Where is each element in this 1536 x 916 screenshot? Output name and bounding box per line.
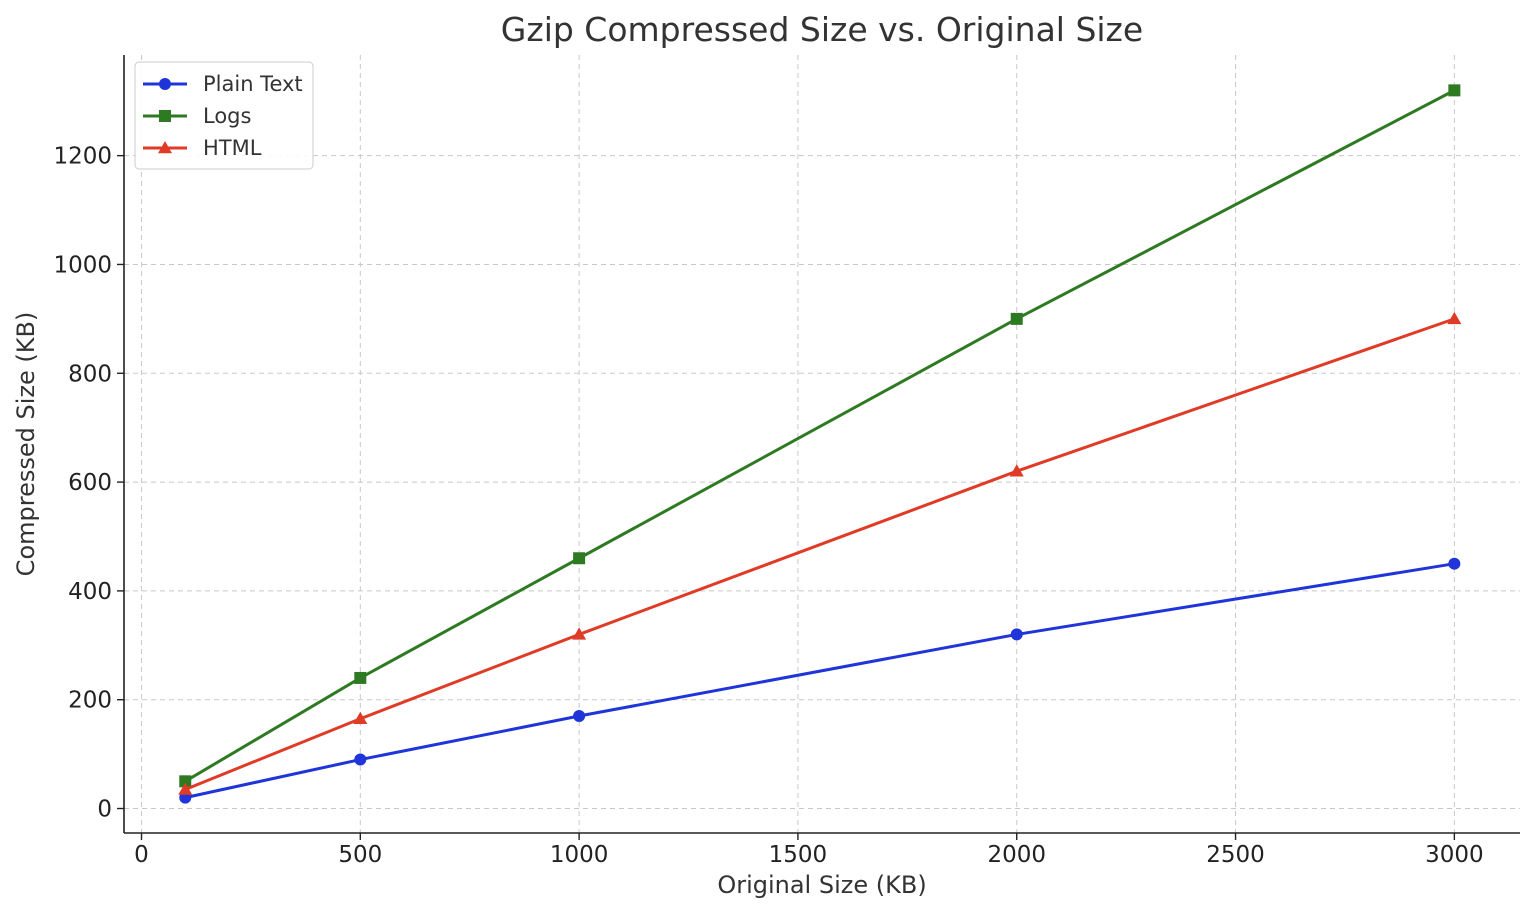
- x-tick-label-3: 1500: [769, 842, 828, 868]
- data-point-plain-text-2: [573, 710, 586, 723]
- legend-label-plain-text: Plain Text: [203, 72, 303, 96]
- x-tick-label-4: 2000: [987, 842, 1046, 868]
- y-tick-label-2: 400: [68, 579, 112, 605]
- data-point-html-0: [178, 782, 193, 795]
- chart-title: Gzip Compressed Size vs. Original Size: [501, 10, 1143, 49]
- legend-box: [134, 61, 314, 170]
- x-tick-label-0: 0: [134, 842, 149, 868]
- x-tick-label-5: 2500: [1206, 842, 1265, 868]
- legend-marker-logs: [159, 110, 171, 122]
- x-axis-label: Original Size (KB): [717, 871, 926, 899]
- data-point-plain-text-4: [1448, 557, 1461, 570]
- y-tick-label-1: 200: [68, 688, 112, 714]
- data-point-plain-text-3: [1010, 628, 1023, 641]
- data-point-html-4: [1447, 311, 1462, 325]
- data-point-html-2: [572, 627, 587, 640]
- y-tick-label-0: 0: [97, 797, 112, 823]
- series-html: [178, 311, 1462, 795]
- series-plain-text: [179, 557, 1461, 804]
- series-layer: [178, 84, 1462, 804]
- legend-label-logs: Logs: [203, 104, 251, 128]
- series-logs: [179, 84, 1461, 788]
- data-point-logs-4: [1448, 84, 1461, 97]
- series-line-logs: [184, 89, 1456, 783]
- data-point-logs-3: [1010, 312, 1023, 325]
- x-tick-label-1: 500: [338, 842, 382, 868]
- x-axis-ticks: 0 500 1000 1500 2000 2500 3000: [134, 833, 1484, 868]
- legend-marker-html: [158, 141, 172, 154]
- legend-item-logs: Logs: [143, 104, 251, 128]
- y-axis-ticks: 0 200 400 600 800 1000 1200: [53, 144, 124, 823]
- data-point-html-1: [353, 711, 368, 724]
- legend: Plain Text Logs HTML: [134, 61, 314, 170]
- data-point-logs-2: [573, 552, 586, 565]
- y-tick-label-4: 800: [68, 361, 112, 387]
- y-tick-label-3: 600: [68, 470, 112, 496]
- legend-label-html: HTML: [203, 136, 262, 160]
- series-line-plain-text: [184, 562, 1455, 800]
- data-point-plain-text-1: [354, 753, 367, 766]
- data-point-logs-1: [354, 671, 367, 684]
- legend-marker-plain-text: [159, 78, 171, 90]
- y-axis-label: Compressed Size (KB): [12, 312, 40, 577]
- legend-item-html: HTML: [143, 136, 262, 160]
- x-tick-label-6: 3000: [1425, 842, 1484, 868]
- grid: [124, 55, 1520, 833]
- series-line-html: [184, 317, 1455, 791]
- axes: [123, 55, 1520, 834]
- data-point-html-3: [1009, 464, 1024, 477]
- data-point-logs-0: [179, 775, 192, 788]
- x-tick-label-2: 1000: [550, 842, 609, 868]
- y-tick-label-6: 1200: [53, 144, 112, 170]
- legend-item-plain-text: Plain Text: [143, 72, 303, 96]
- y-tick-label-5: 1000: [53, 252, 112, 278]
